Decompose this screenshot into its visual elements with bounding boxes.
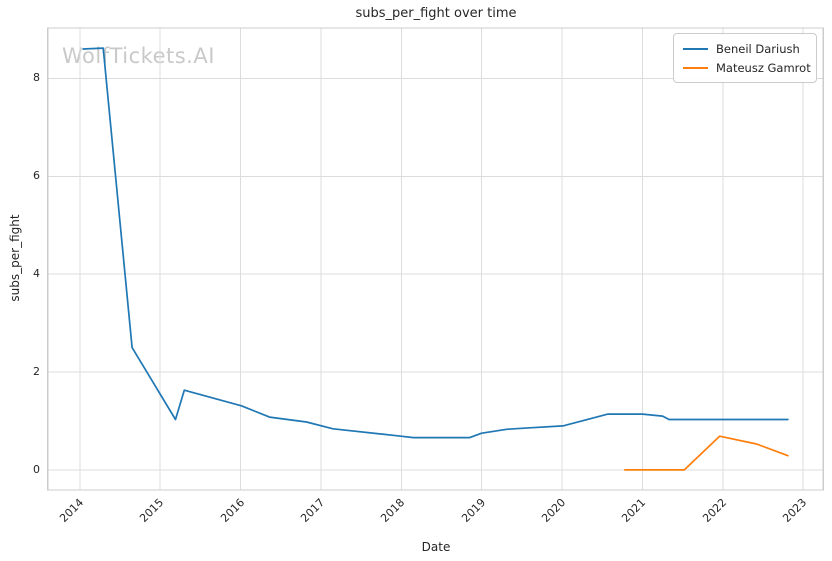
legend-label: Mateusz Gamrot: [716, 60, 811, 75]
series-line-0: [82, 47, 789, 439]
y-tick-label: 6: [33, 169, 40, 183]
y-tick-label: 8: [33, 71, 40, 85]
y-tick-label: 0: [33, 462, 40, 476]
y-tick-label: 2: [33, 365, 40, 379]
legend-item-mateusz-gamrot: Mateusz Gamrot: [683, 58, 811, 77]
legend-line-swatch-orange: [683, 66, 708, 69]
legend-item-beneil-dariush: Beneil Dariush: [683, 39, 808, 58]
chart-title: subs_per_fight over time: [355, 6, 517, 21]
y-tick-label: 4: [33, 267, 40, 281]
series-line-1: [623, 435, 789, 471]
legend: Beneil Dariush Mateusz Gamrot: [673, 33, 817, 83]
legend-label: Beneil Dariush: [716, 41, 800, 56]
x-axis-label: Date: [421, 540, 451, 554]
plot-border: [47, 27, 824, 491]
y-axis-label: subs_per_fight: [8, 214, 22, 302]
legend-line-swatch-blue: [683, 47, 708, 50]
